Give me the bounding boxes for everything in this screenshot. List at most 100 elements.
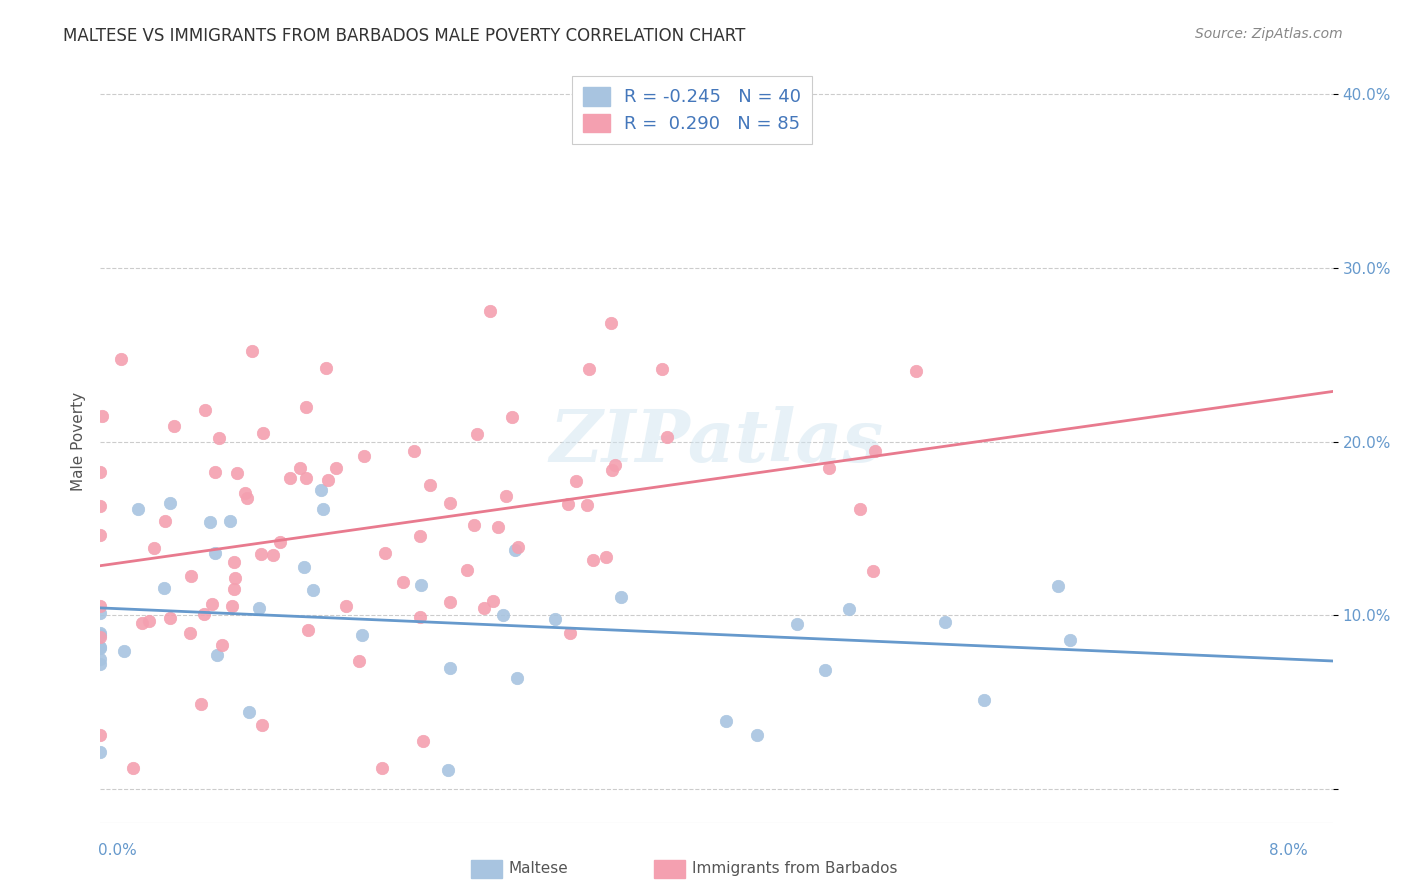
Point — [655, 430, 678, 444]
Point — [456, 563, 478, 577]
Point — [404, 444, 426, 458]
Text: MALTESE VS IMMIGRANTS FROM BARBADOS MALE POVERTY CORRELATION CHART: MALTESE VS IMMIGRANTS FROM BARBADOS MALE… — [63, 27, 745, 45]
Point — [651, 361, 673, 376]
Point — [89, 527, 111, 541]
Point — [193, 607, 215, 621]
Point — [973, 692, 995, 706]
Point — [90, 409, 112, 424]
Point — [89, 627, 111, 641]
Point — [138, 614, 160, 628]
Text: 8.0%: 8.0% — [1268, 843, 1308, 858]
Point — [610, 590, 633, 604]
Point — [605, 458, 627, 472]
Point — [412, 733, 434, 747]
Point — [89, 465, 111, 479]
Point — [238, 705, 260, 719]
Point — [439, 496, 461, 510]
Point — [294, 400, 316, 414]
Point — [302, 583, 325, 598]
Point — [745, 728, 768, 742]
Point — [222, 555, 245, 569]
Point — [205, 648, 228, 662]
Point — [194, 403, 217, 417]
Point — [250, 718, 273, 732]
Point — [786, 617, 808, 632]
Point — [350, 627, 373, 641]
Point — [159, 611, 181, 625]
Point — [252, 426, 274, 441]
Point — [204, 546, 226, 560]
Point — [849, 502, 872, 516]
Point — [838, 601, 860, 615]
Point — [89, 657, 111, 671]
Point — [315, 361, 337, 376]
Point — [198, 515, 221, 529]
Point — [204, 465, 226, 479]
Point — [495, 489, 517, 503]
Point — [295, 471, 318, 485]
Point — [492, 608, 515, 623]
Point — [863, 444, 886, 458]
Point — [163, 418, 186, 433]
Point — [89, 652, 111, 666]
Point — [89, 500, 111, 514]
Point — [1047, 578, 1070, 592]
Point — [112, 644, 135, 658]
Point — [575, 498, 598, 512]
Text: Source: ZipAtlas.com: Source: ZipAtlas.com — [1195, 27, 1343, 41]
Point — [439, 595, 461, 609]
Point — [122, 761, 145, 775]
Point — [190, 697, 212, 711]
Point — [89, 630, 111, 644]
Point — [506, 672, 529, 686]
Point — [292, 559, 315, 574]
Point — [240, 343, 263, 358]
Point — [814, 663, 837, 677]
Point — [89, 626, 111, 640]
Point — [934, 615, 956, 629]
Point — [325, 461, 347, 475]
Legend: R = -0.245   N = 40, R =  0.290   N = 85: R = -0.245 N = 40, R = 0.290 N = 85 — [572, 77, 811, 144]
Point — [465, 426, 488, 441]
Point — [409, 578, 432, 592]
Point — [419, 477, 441, 491]
Point — [503, 543, 526, 558]
Point — [335, 599, 357, 613]
Point — [278, 471, 301, 485]
Point — [374, 546, 396, 560]
Point — [127, 502, 149, 516]
Point — [312, 501, 335, 516]
Point — [486, 520, 509, 534]
Point — [297, 624, 319, 638]
Y-axis label: Male Poverty: Male Poverty — [72, 392, 86, 491]
Point — [179, 626, 201, 640]
Point — [110, 351, 132, 366]
Point — [233, 485, 256, 500]
Text: 0.0%: 0.0% — [98, 843, 138, 858]
Point — [862, 564, 884, 578]
Point — [353, 449, 375, 463]
Text: ZIPatlas: ZIPatlas — [550, 406, 883, 477]
Point — [478, 303, 501, 318]
Point — [349, 654, 371, 668]
Point — [290, 461, 312, 475]
Point — [249, 548, 271, 562]
Point — [905, 364, 928, 378]
Point — [224, 571, 246, 585]
Point — [89, 745, 111, 759]
Point — [249, 601, 271, 615]
Point — [602, 463, 624, 477]
Point — [595, 550, 617, 565]
Point — [222, 582, 245, 596]
Point — [221, 599, 243, 613]
Point — [463, 518, 485, 533]
Point — [501, 410, 523, 425]
Point — [817, 460, 839, 475]
Point — [600, 316, 623, 330]
Point — [714, 714, 737, 728]
Point — [560, 625, 582, 640]
Point — [89, 606, 111, 620]
Point — [482, 594, 505, 608]
Point — [159, 496, 181, 510]
Point — [392, 574, 415, 589]
